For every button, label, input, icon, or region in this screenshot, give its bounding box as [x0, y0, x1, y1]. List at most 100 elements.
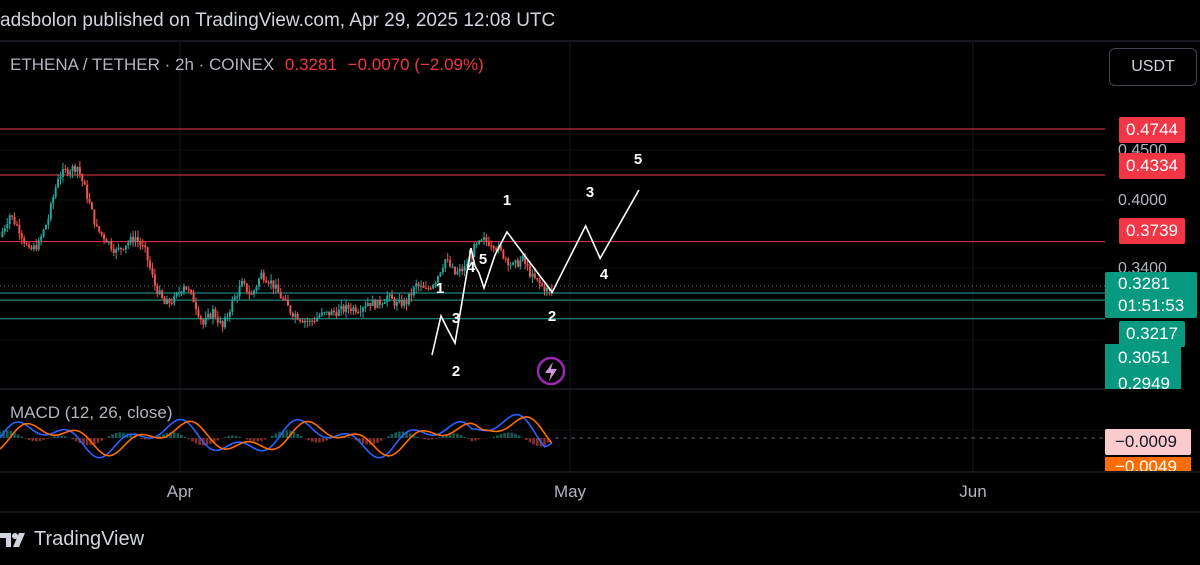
candle-body [417, 283, 420, 287]
candle-body [342, 306, 345, 312]
candle-body [473, 243, 476, 257]
price-label-resistance[interactable]: 0.4744 [1119, 117, 1185, 143]
time-label-apr: Apr [166, 482, 194, 501]
macd-histogram-bar [492, 436, 495, 438]
candle-body [405, 299, 408, 305]
macd-histogram-bar [329, 438, 332, 440]
lightning-icon[interactable] [536, 356, 566, 386]
candle-body [61, 168, 64, 177]
price-label-support[interactable]: 0.3217 [1119, 321, 1185, 347]
macd-histogram-bar [430, 438, 434, 440]
candle-body [214, 309, 217, 318]
candle-body [146, 247, 149, 261]
candle-body [231, 299, 234, 312]
wave-label: 2 [452, 363, 460, 380]
candle-body [453, 266, 456, 275]
macd-histogram-bar [5, 430, 9, 438]
macd-histogram-bar [448, 433, 452, 438]
macd-histogram-bar [546, 438, 550, 443]
candle-body [163, 297, 166, 305]
candle-body [308, 320, 311, 322]
macd-histogram-bar [466, 438, 470, 440]
candle-body [393, 298, 396, 306]
candle-body [224, 317, 227, 328]
candle-body [40, 236, 43, 241]
candle-body [487, 241, 490, 246]
macd-histogram-bar [434, 438, 437, 439]
price-label-resistance[interactable]: 0.4334 [1119, 153, 1185, 179]
macd-histogram-bar [0, 431, 2, 438]
macd-histogram-bar [517, 435, 521, 438]
candle-body [204, 317, 207, 325]
candle-body [311, 320, 314, 322]
candle-body [514, 260, 517, 263]
candle-body [279, 292, 282, 299]
macd-histogram-bar [441, 435, 445, 438]
macd-value-label: −0.0009 [1105, 429, 1191, 455]
candle-body [3, 228, 6, 232]
macd-histogram-bar [191, 438, 194, 442]
candle-body [316, 317, 319, 322]
candle-body [112, 248, 115, 253]
candle-body [139, 241, 142, 246]
price-label-resistance[interactable]: 0.3739 [1119, 218, 1185, 244]
candle-body [74, 165, 77, 172]
macd-histogram-bar [445, 434, 448, 438]
macd-histogram-bar [405, 432, 408, 438]
candle-body [83, 181, 86, 185]
candle-body [357, 312, 360, 314]
candle-body [427, 288, 430, 290]
candle-body [499, 245, 502, 250]
signal-value-label: −0.0049 [1105, 457, 1191, 471]
candle-body [153, 274, 156, 286]
price-label-support[interactable]: 0.2949 [1118, 374, 1170, 389]
candle-body [475, 243, 478, 245]
candle-body [175, 292, 178, 297]
candle-body [132, 236, 135, 243]
macd-histogram-bar [231, 435, 234, 438]
macd-histogram-bar [281, 430, 285, 438]
candle-body [182, 286, 185, 292]
symbol-legend[interactable]: ETHENA / TETHER · 2h · COINEX 0.3281 −0.… [10, 55, 484, 75]
macd-histogram-bar [53, 436, 56, 438]
tradingview-brand: TradingView [34, 528, 145, 550]
elliott-wave-drawing[interactable] [431, 189, 640, 356]
macd-legend[interactable]: MACD (12, 26, close) [10, 403, 173, 422]
candle-body [439, 272, 442, 277]
candle-body [49, 203, 52, 219]
macd-histogram-bar [394, 432, 397, 438]
candle-body [207, 313, 210, 318]
candle-body [490, 245, 493, 247]
tradingview-logo-icon [0, 532, 25, 547]
candle-body [446, 259, 449, 261]
candle-body [13, 216, 16, 225]
candle-body [277, 284, 280, 293]
price-label-support[interactable]: 0.3051 [1118, 348, 1170, 367]
candle-body [412, 287, 415, 296]
last-price: 0.3281 [284, 55, 337, 74]
candle-body [211, 309, 214, 319]
candle-body [270, 280, 273, 284]
last-price-badge[interactable]: 0.3281 01:51:53 [1105, 272, 1197, 318]
candle-body [294, 314, 297, 317]
macd-histogram-bar [169, 432, 172, 438]
candle-body [197, 309, 200, 317]
macd-histogram-bar [307, 438, 310, 441]
candle-body [441, 268, 444, 273]
tradingview-footer[interactable]: TradingView [0, 528, 144, 551]
macd-histogram-bar [525, 438, 528, 441]
currency-button[interactable]: USDT [1109, 48, 1197, 86]
candle-body [345, 304, 348, 312]
candle-body [199, 316, 202, 320]
macd-histogram-bar [270, 435, 274, 438]
macd-histogram-bar [31, 438, 34, 442]
candle-body [512, 262, 515, 265]
candle-body [541, 283, 544, 286]
macd-histogram-bar [252, 438, 256, 442]
candle-body [76, 166, 79, 172]
candle-body [407, 293, 410, 305]
candle-body [238, 286, 241, 297]
candle-body [388, 294, 391, 296]
macd-histogram-bar [100, 438, 103, 441]
